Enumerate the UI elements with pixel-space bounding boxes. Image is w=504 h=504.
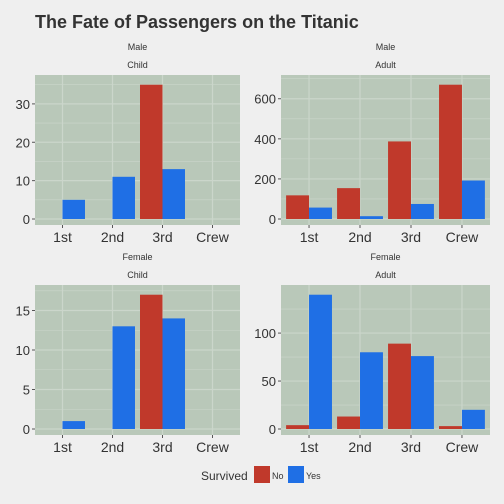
y-tick-label: 30: [16, 97, 30, 112]
legend-key-yes: [288, 466, 304, 483]
x-tick-label-3rd: 3rd: [152, 229, 172, 245]
y-tick-label: 15: [16, 304, 30, 319]
panel-0: Male Child 0 10 20 30 1st 2nd 3rd Crew: [16, 42, 240, 245]
bar-no-2nd: [337, 188, 361, 219]
strip-label-bottom: Child: [127, 60, 148, 70]
bar-yes-2nd: [360, 352, 383, 429]
bar-yes-1st: [62, 199, 85, 219]
bar-no-3rd: [140, 84, 163, 219]
bar-no-3rd: [140, 294, 163, 429]
bar-no-crew: [439, 426, 462, 429]
x-tick-label-3rd: 3rd: [401, 229, 421, 245]
strip-label-bottom: Child: [127, 270, 148, 280]
y-tick-label: 5: [23, 383, 30, 398]
strip-label-bottom: Adult: [375, 60, 396, 70]
bar-yes-3rd: [162, 169, 185, 219]
legend-key-no: [254, 466, 270, 483]
x-tick-label-2nd: 2nd: [348, 229, 371, 245]
y-tick-label: 0: [269, 422, 276, 437]
bar-yes-crew: [461, 180, 485, 219]
x-tick-label-3rd: 3rd: [152, 439, 172, 455]
facet-panels: Male Child 0 10 20 30 1st 2nd 3rd Crew Male Adult 0 2…: [16, 42, 490, 455]
panel-2: Female Child 0 5 10 15 1st 2nd 3rd Crew: [16, 252, 240, 455]
y-tick-label: 200: [254, 172, 276, 187]
bar-yes-2nd: [112, 176, 135, 219]
strip-label-bottom: Adult: [375, 270, 396, 280]
panel-1: Male Adult 0 200 400 600 1st 2nd 3rd Crew: [254, 42, 490, 245]
chart-title: The Fate of Passengers on the Titanic: [35, 12, 359, 32]
x-tick-label-crew: Crew: [446, 439, 480, 455]
y-tick-label: 50: [262, 374, 276, 389]
bar-yes-3rd: [162, 318, 185, 429]
strip-label-top: Female: [370, 252, 400, 262]
y-tick-label: 0: [269, 212, 276, 227]
x-tick-label-crew: Crew: [196, 439, 230, 455]
x-tick-label-2nd: 2nd: [101, 229, 124, 245]
bar-yes-3rd: [410, 356, 434, 429]
strip-label-top: Male: [128, 42, 148, 52]
bar-yes-1st: [309, 294, 332, 429]
x-tick-label-1st: 1st: [300, 229, 319, 245]
bar-no-3rd: [388, 343, 411, 429]
x-tick-label-1st: 1st: [300, 439, 319, 455]
x-tick-label-crew: Crew: [196, 229, 230, 245]
panel-3: Female Adult 0 50 100 1st 2nd 3rd Crew: [254, 252, 490, 455]
legend: Survived No Yes: [201, 466, 321, 483]
legend-title: Survived: [201, 469, 248, 483]
strip-label-top: Male: [376, 42, 396, 52]
bar-no-2nd: [337, 416, 361, 429]
y-tick-label: 400: [254, 132, 276, 147]
bar-yes-1st: [62, 421, 85, 429]
y-tick-label: 10: [16, 174, 30, 189]
y-tick-label: 0: [23, 212, 30, 227]
y-tick-label: 20: [16, 135, 30, 150]
legend-label-no: No: [272, 471, 284, 481]
x-tick-label-2nd: 2nd: [101, 439, 124, 455]
x-tick-label-2nd: 2nd: [348, 439, 371, 455]
x-tick-label-crew: Crew: [446, 229, 480, 245]
bar-yes-2nd: [360, 216, 383, 219]
y-tick-label: 10: [16, 343, 30, 358]
bar-yes-crew: [461, 409, 485, 429]
x-tick-label-1st: 1st: [53, 229, 72, 245]
bar-no-3rd: [388, 141, 411, 219]
panel-background: [35, 285, 240, 435]
bar-no-crew: [439, 84, 462, 219]
y-tick-label: 100: [254, 326, 276, 341]
y-tick-label: 0: [23, 422, 30, 437]
bar-yes-2nd: [112, 326, 135, 429]
legend-label-yes: Yes: [306, 471, 321, 481]
y-tick-label: 600: [254, 92, 276, 107]
strip-label-top: Female: [122, 252, 152, 262]
bar-no-1st: [286, 195, 310, 219]
x-tick-label-1st: 1st: [53, 439, 72, 455]
bar-yes-1st: [309, 207, 332, 219]
bar-yes-3rd: [410, 203, 434, 219]
bar-no-1st: [286, 425, 310, 429]
x-tick-label-3rd: 3rd: [401, 439, 421, 455]
